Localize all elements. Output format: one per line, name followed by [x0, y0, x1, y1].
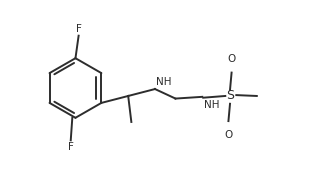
Text: O: O — [224, 130, 232, 140]
Text: F: F — [68, 142, 74, 152]
Text: NH: NH — [156, 77, 171, 87]
Text: S: S — [226, 89, 234, 102]
Text: O: O — [227, 54, 236, 64]
Text: NH: NH — [204, 100, 220, 110]
Text: F: F — [76, 24, 81, 34]
